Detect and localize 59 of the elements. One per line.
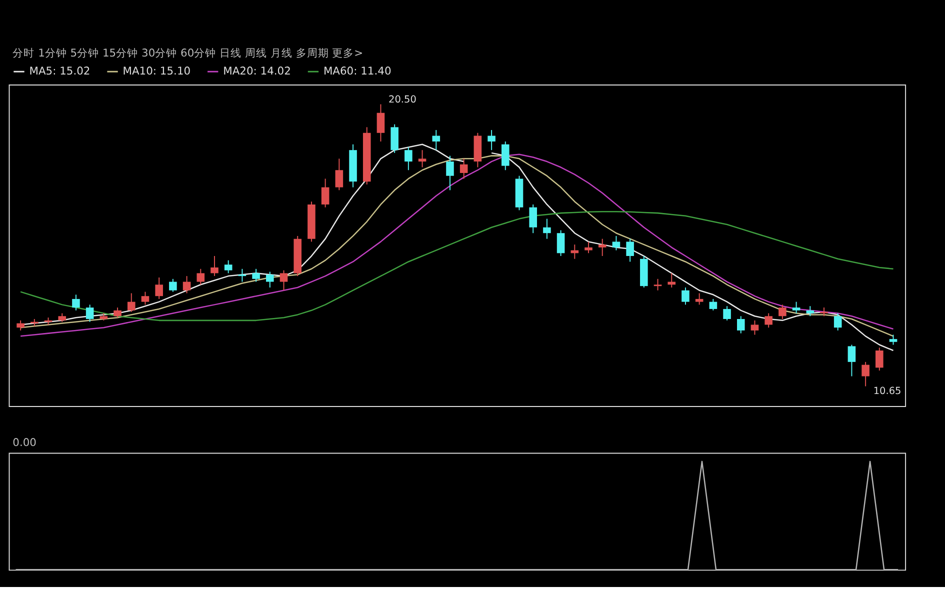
candlestick	[432, 130, 440, 151]
candlestick	[612, 235, 620, 251]
candlestick	[86, 304, 94, 322]
candlestick	[764, 312, 772, 328]
candlestick	[238, 268, 246, 282]
candlestick	[418, 150, 426, 168]
candlestick	[196, 268, 205, 286]
candlestick	[695, 292, 704, 306]
candlestick	[390, 124, 398, 154]
text: 0.00	[12, 436, 37, 449]
text: 分时 1分钟 5分钟 15分钟 30分钟 60分钟 日线 周线 月线 多周期 更多>	[12, 46, 364, 60]
candlestick	[626, 238, 634, 262]
candlestick	[335, 158, 344, 191]
candlestick	[252, 268, 260, 282]
candlestick	[848, 344, 856, 377]
candlestick	[876, 347, 884, 372]
annotation: 10.65	[873, 386, 902, 398]
candlestick	[376, 104, 385, 142]
candlestick	[792, 301, 800, 314]
candlestick	[654, 278, 662, 291]
candlestick	[543, 218, 551, 240]
candlestick	[750, 320, 759, 336]
candlestick	[668, 272, 676, 288]
candlestick	[155, 276, 163, 300]
annotation: 20.50	[388, 94, 416, 106]
candlestick	[266, 271, 274, 288]
candlestick	[889, 334, 898, 346]
candlestick	[141, 291, 150, 306]
candlestick	[127, 292, 136, 312]
candlestick	[72, 294, 80, 311]
candlestick	[584, 241, 592, 254]
candlestick	[404, 146, 412, 171]
candlestick	[224, 260, 232, 274]
legend-label: MA20: 14.02	[223, 64, 291, 78]
candlestick	[182, 276, 191, 294]
candlestick	[169, 278, 177, 292]
legend-label: MA10: 15.10	[122, 64, 191, 78]
candlestick	[709, 298, 718, 311]
candlestick	[682, 287, 690, 306]
candlestick	[488, 130, 496, 151]
legend-label: MA60: 11.40	[323, 64, 392, 78]
candlestick	[723, 306, 731, 321]
candlestick	[210, 256, 218, 277]
candlestick	[834, 312, 842, 331]
candlestick	[778, 304, 786, 320]
candlestick	[502, 141, 510, 171]
candlestick	[598, 238, 606, 256]
candlestick	[736, 316, 745, 334]
candlestick	[529, 204, 537, 234]
candlestick	[321, 178, 330, 208]
legend-label: MA5: 15.02	[29, 64, 90, 78]
candlestick	[16, 320, 24, 331]
candlestick	[114, 307, 122, 318]
candlestick	[280, 270, 288, 291]
candlestick	[556, 230, 565, 256]
candlestick	[460, 158, 468, 180]
candlestick	[862, 361, 870, 387]
candlestick	[806, 306, 814, 317]
candlestick	[446, 155, 454, 191]
